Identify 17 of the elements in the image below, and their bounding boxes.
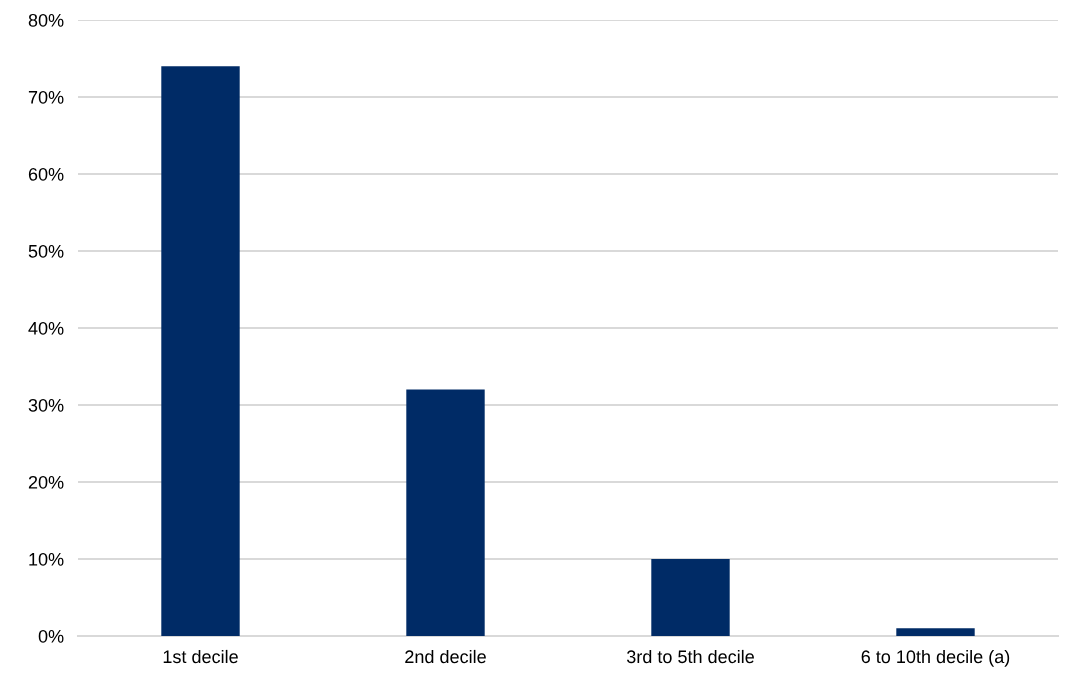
y-tick-label: 80% [28,13,64,27]
y-tick-label: 40% [28,321,64,335]
x-tick-label: 1st decile [163,649,238,664]
bar [896,628,975,636]
y-tick-label: 50% [28,244,64,258]
bar [161,66,240,636]
y-tick-label: 20% [28,475,64,489]
y-tick-label: 0% [38,629,64,643]
y-tick-label: 30% [28,398,64,412]
x-tick-label: 2nd decile [405,649,486,664]
bar [651,559,730,636]
x-tick-label: 6 to 10th decile (a) [861,649,1010,667]
y-tick-label: 70% [28,90,64,104]
bar [406,389,485,636]
y-tick-label: 10% [29,552,64,566]
y-tick-label: 60% [28,167,64,181]
x-tick-label: 3rd to 5th decile [626,649,754,664]
